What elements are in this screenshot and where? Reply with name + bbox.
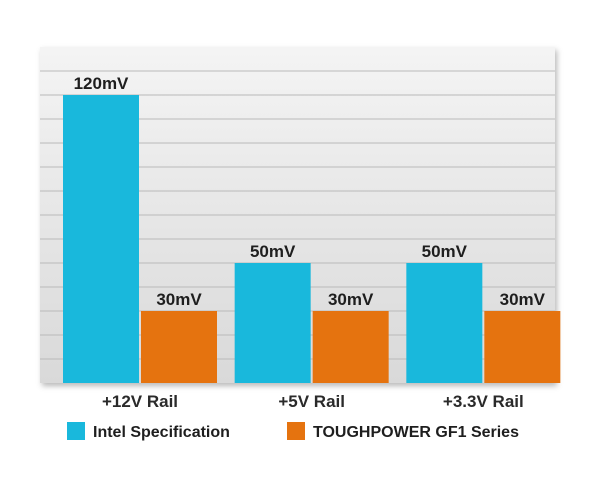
- value-labels: 120mV 30mV 50mV 30mV 50mV 30mV: [74, 74, 546, 309]
- data-label: 30mV: [156, 290, 202, 309]
- bars: [63, 95, 561, 383]
- x-tick-label: +3.3V Rail: [443, 392, 524, 411]
- legend-swatch: [287, 422, 305, 440]
- x-tick-label: +12V Rail: [102, 392, 178, 411]
- data-label: 50mV: [250, 242, 296, 261]
- data-label: 50mV: [422, 242, 468, 261]
- bar: [406, 263, 483, 383]
- data-label: 120mV: [74, 74, 129, 93]
- x-tick-label: +5V Rail: [278, 392, 345, 411]
- legend-label: TOUGHPOWER GF1 Series: [313, 424, 519, 441]
- data-label: 30mV: [328, 290, 374, 309]
- bar: [63, 95, 139, 383]
- legend-swatch: [67, 422, 85, 440]
- legend: Intel Specification TOUGHPOWER GF1 Series: [67, 422, 519, 441]
- bar: [141, 311, 217, 383]
- legend-label: Intel Specification: [93, 424, 230, 441]
- category-labels: +12V Rail +5V Rail +3.3V Rail: [102, 392, 524, 411]
- bar: [484, 311, 561, 383]
- data-label: 30mV: [500, 290, 546, 309]
- bar: [234, 263, 311, 383]
- bar: [312, 311, 389, 383]
